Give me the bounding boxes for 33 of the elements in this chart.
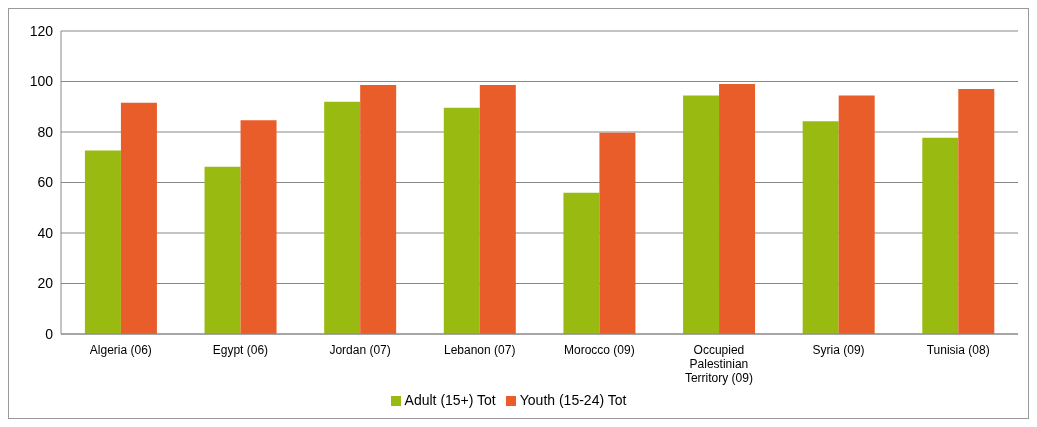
x-tick-label: Morocco (09) [563,343,635,357]
x-tick-label: Syria (09) [812,343,865,357]
x-tick-label: Tunisia (08) [926,343,990,357]
x-tick-label: Egypt (06) [212,343,269,357]
legend-label: Adult (15+) Tot [404,392,496,408]
y-tick-label: 120 [29,22,54,39]
y-tick-label: 40 [37,224,54,241]
bar [719,84,756,334]
bar [443,107,480,334]
x-tick-label: Occupied Palestinian Territory (09) [684,343,753,385]
bar [922,137,959,334]
y-tick-label: 100 [29,73,54,90]
bar [324,101,361,334]
bar [479,85,516,334]
x-tick-label: Algeria (06) [89,343,152,357]
bar [838,95,875,334]
bar [802,121,839,334]
x-tick-label: Lebanon (07) [443,343,516,357]
bar [599,132,636,334]
bar [683,95,720,334]
bar [84,150,121,334]
bar [204,166,241,334]
bar [240,120,277,334]
y-tick-label: 80 [37,123,54,140]
bar [360,85,397,334]
legend-label: Youth (15-24) Tot [519,392,627,408]
x-tick-label: Jordan (07) [329,343,391,357]
y-tick-label: 60 [37,174,54,191]
bar [958,89,995,334]
bar [120,102,157,334]
y-tick-label: 20 [37,275,54,292]
bar [563,192,600,334]
y-tick-label: 0 [45,325,54,342]
